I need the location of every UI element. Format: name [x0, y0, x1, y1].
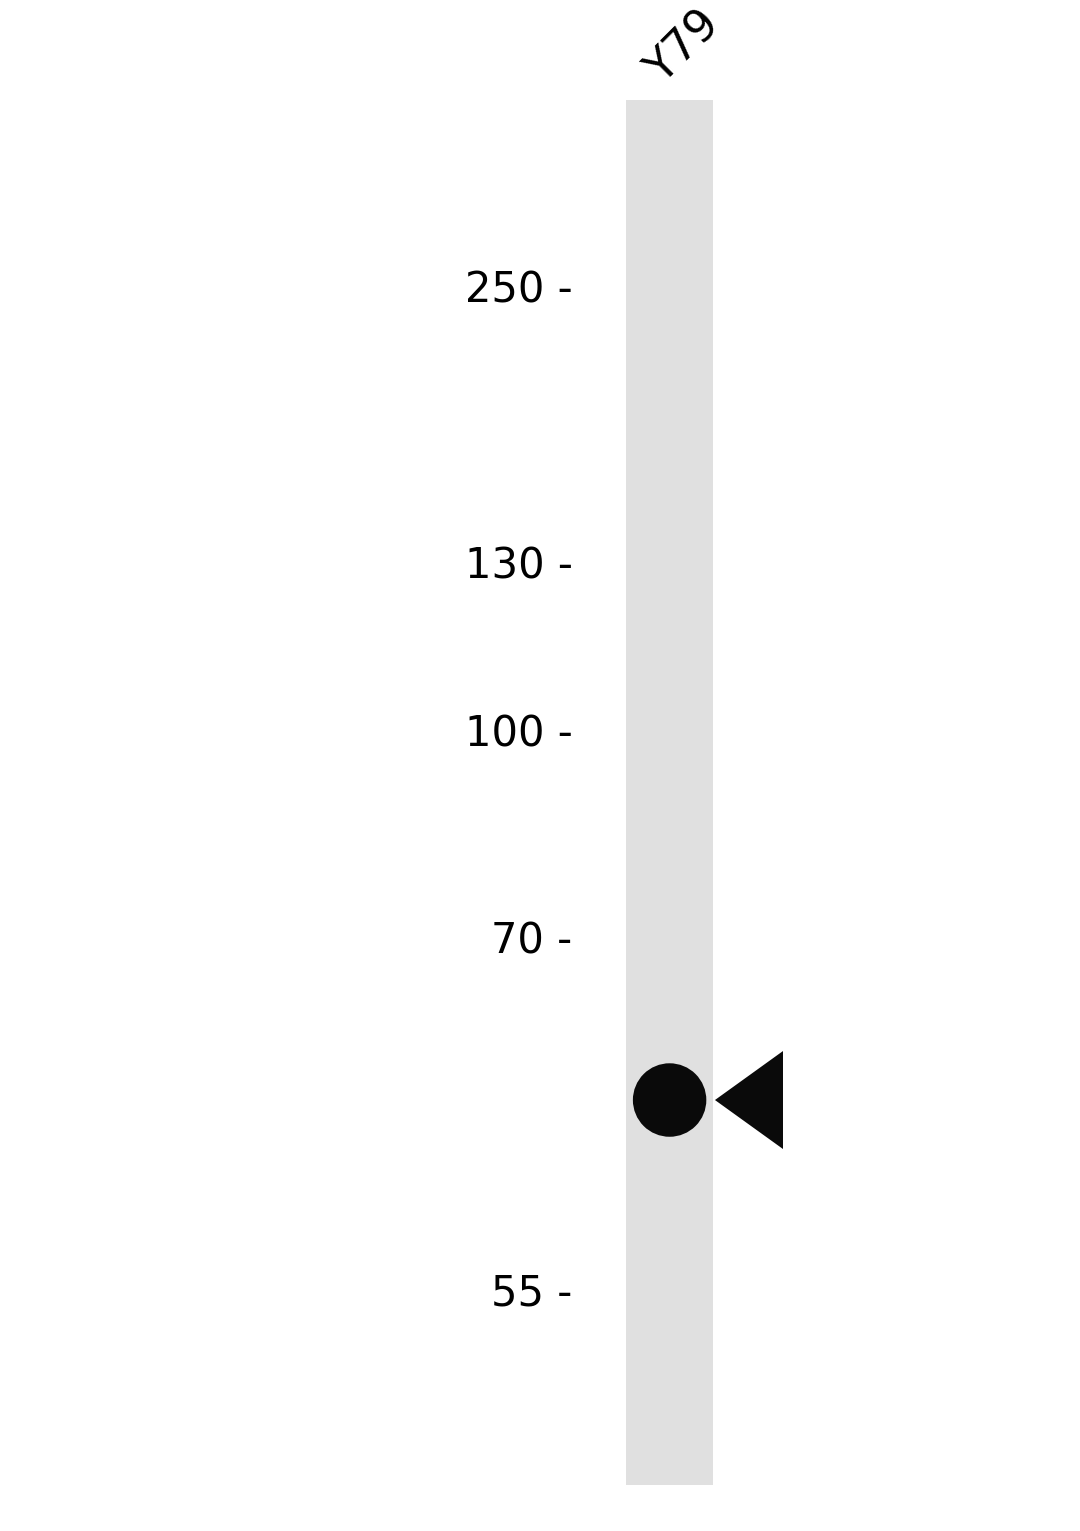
- Text: Y79: Y79: [639, 3, 729, 92]
- Bar: [626, 100, 713, 1485]
- Text: 130 -: 130 -: [464, 545, 572, 588]
- Text: 55 -: 55 -: [491, 1272, 572, 1315]
- Text: 70 -: 70 -: [491, 920, 572, 963]
- Ellipse shape: [633, 1063, 706, 1136]
- Text: 100 -: 100 -: [464, 713, 572, 756]
- Text: 250 -: 250 -: [464, 269, 572, 312]
- Polygon shape: [715, 1050, 783, 1148]
